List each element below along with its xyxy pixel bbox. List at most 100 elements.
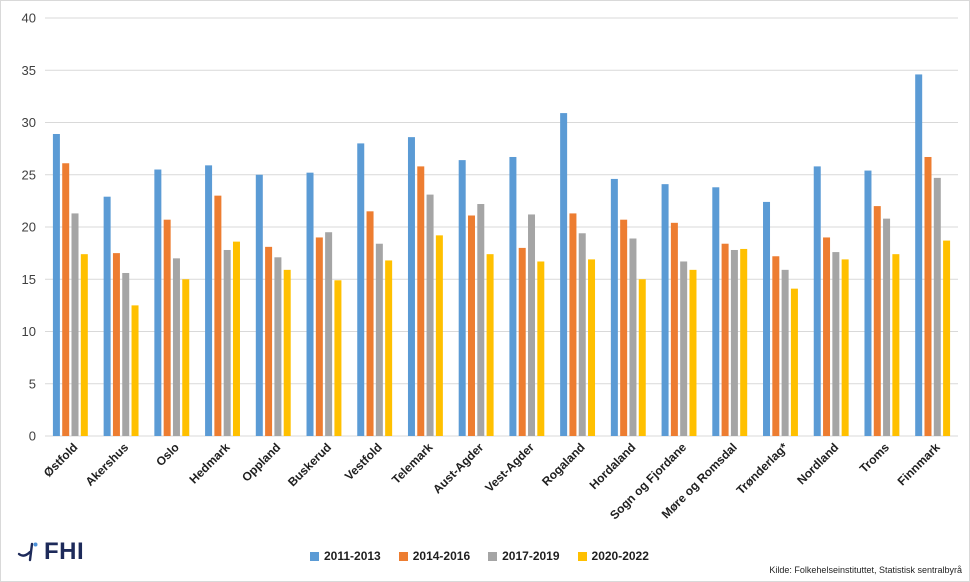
bar [823,237,831,436]
bar [883,218,891,436]
bar [892,254,900,436]
bar [223,249,231,436]
legend-item: 2011-2013 [310,549,381,563]
x-tick-label: Telemark [389,440,436,487]
x-tick-label: Akershus [83,440,132,489]
bar [112,253,120,436]
bar [375,243,383,436]
legend-swatch [577,551,587,561]
x-tick-label: Hedmark [186,440,232,486]
y-tick-label: 20 [22,220,36,235]
x-tick-label: Oppland [239,440,283,484]
bar [52,133,60,436]
bar [933,177,941,436]
y-tick-label: 30 [22,115,36,130]
bar [315,237,323,436]
x-tick-label: Vestfold [342,440,385,483]
bar [528,214,536,436]
bar [366,211,374,436]
bar [154,169,162,436]
bar [509,156,517,437]
x-tick-label: Østfold [41,440,81,480]
bar [325,232,333,436]
bar [924,156,932,437]
bar [486,254,494,436]
legend-swatch [488,551,498,561]
bar [638,279,646,436]
bar [477,204,485,436]
bar [458,160,466,436]
bar [537,261,545,436]
bar [214,195,222,436]
bar [610,178,618,436]
bar [407,137,415,436]
bar [763,201,771,436]
bar [435,235,443,436]
legend-swatch [310,551,319,561]
bar [334,280,342,436]
bar [569,213,577,436]
x-tick-label: Aust-Agder [430,440,486,496]
bar [182,279,190,436]
x-tick-label: Hordaland [587,440,639,492]
legend: 2011-2013 2014-2016 2017-2019 2020-2022 [310,549,649,563]
bar [80,254,88,436]
bar [283,269,291,436]
y-tick-label: 25 [22,167,36,182]
bar [426,194,434,436]
bar [578,233,586,436]
x-tick-label: Buskerud [285,440,334,489]
bar [670,222,678,436]
bar [232,241,240,436]
x-tick-label: Nordland [794,440,841,487]
legend-label: 2014-2016 [412,549,471,563]
bar [163,219,171,436]
bar [721,243,729,436]
bar [740,248,748,436]
bar [689,269,697,436]
x-tick-label: Trønderlag* [734,440,791,497]
bar [712,187,720,436]
bar [205,165,213,436]
bar [265,246,273,436]
legend-item: 2017-2019 [488,549,560,563]
bar [781,269,789,436]
bar [306,172,314,436]
x-tick-label: Troms [857,440,893,476]
legend-item: 2014-2016 [398,549,471,563]
bar [71,213,79,436]
x-tick-label: Finnmark [895,440,943,488]
bar [62,163,70,436]
bar [131,305,139,436]
y-tick-label: 40 [22,11,36,26]
legend-label: 2017-2019 [502,549,560,563]
bar [518,247,526,436]
y-tick-label: 0 [29,429,36,444]
bar [864,170,872,436]
bar [467,215,475,436]
bar [873,206,881,436]
fhi-logo-icon [17,542,38,562]
bar [172,258,180,436]
x-tick-label: Oslo [153,440,182,469]
bar [103,196,111,436]
bar [588,259,596,436]
source-note: Kilde: Folkehelseinstituttet, Statistisk… [769,565,962,575]
bar [790,288,798,436]
bar [832,252,840,436]
y-tick-label: 10 [22,324,36,339]
bar [730,249,738,436]
bar [943,240,951,436]
x-tick-label: Rogaland [539,440,588,489]
legend-label: 2020-2022 [591,549,649,563]
bar [255,174,263,436]
legend-label: 2011-2013 [324,549,381,563]
bar [680,261,688,436]
fhi-logo: FHI [16,538,84,566]
x-tick-label: Vest-Agder [482,440,537,495]
bar [629,238,637,436]
y-tick-label: 35 [22,63,36,78]
bar [274,257,282,436]
legend-item: 2020-2022 [577,549,649,563]
bar [813,166,821,436]
